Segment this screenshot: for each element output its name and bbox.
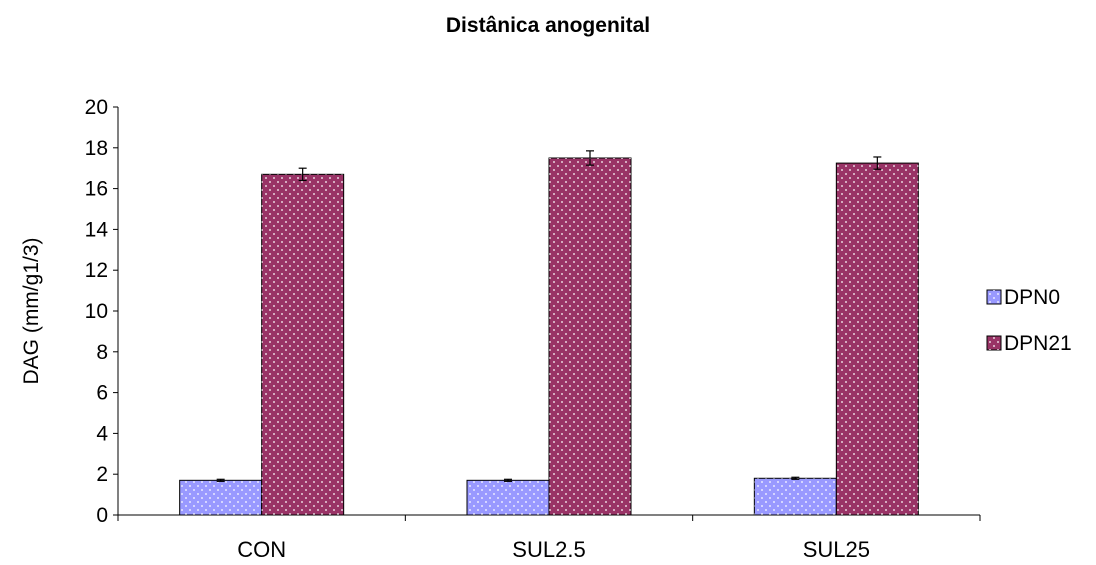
y-tick-label: 10 (85, 300, 108, 323)
y-tick-label: 20 (85, 96, 108, 119)
chart-title: Distânica anogenital (445, 14, 651, 37)
y-tick-label: 16 (85, 178, 108, 201)
y-tick-label: 0 (96, 504, 108, 527)
legend-swatch-pattern (987, 336, 1001, 350)
y-tick-label: 12 (85, 259, 108, 282)
bar-pattern (261, 174, 344, 515)
y-tick-label: 18 (85, 137, 108, 160)
bar-pattern (549, 158, 631, 515)
x-tick-label: CON (237, 537, 286, 562)
x-tick-label: SUL2.5 (512, 537, 585, 562)
legend-label-dpn21: DPN21 (1004, 332, 1072, 355)
bar-pattern (179, 480, 262, 515)
y-tick-label: 6 (96, 382, 108, 405)
y-tick-label: 8 (96, 341, 108, 364)
y-axis-title: DAG (mm/g1/3) (20, 237, 43, 384)
x-tick-label: SUL25 (803, 537, 870, 562)
y-tick-label: 2 (96, 463, 108, 486)
bar-pattern (467, 480, 549, 515)
legend-swatch-pattern (987, 290, 1001, 304)
y-tick-label: 4 (96, 422, 108, 445)
legend-label-dpn0: DPN0 (1004, 286, 1060, 309)
bar-pattern (836, 163, 919, 515)
y-tick-label: 14 (85, 218, 109, 241)
bar-pattern (754, 478, 837, 515)
